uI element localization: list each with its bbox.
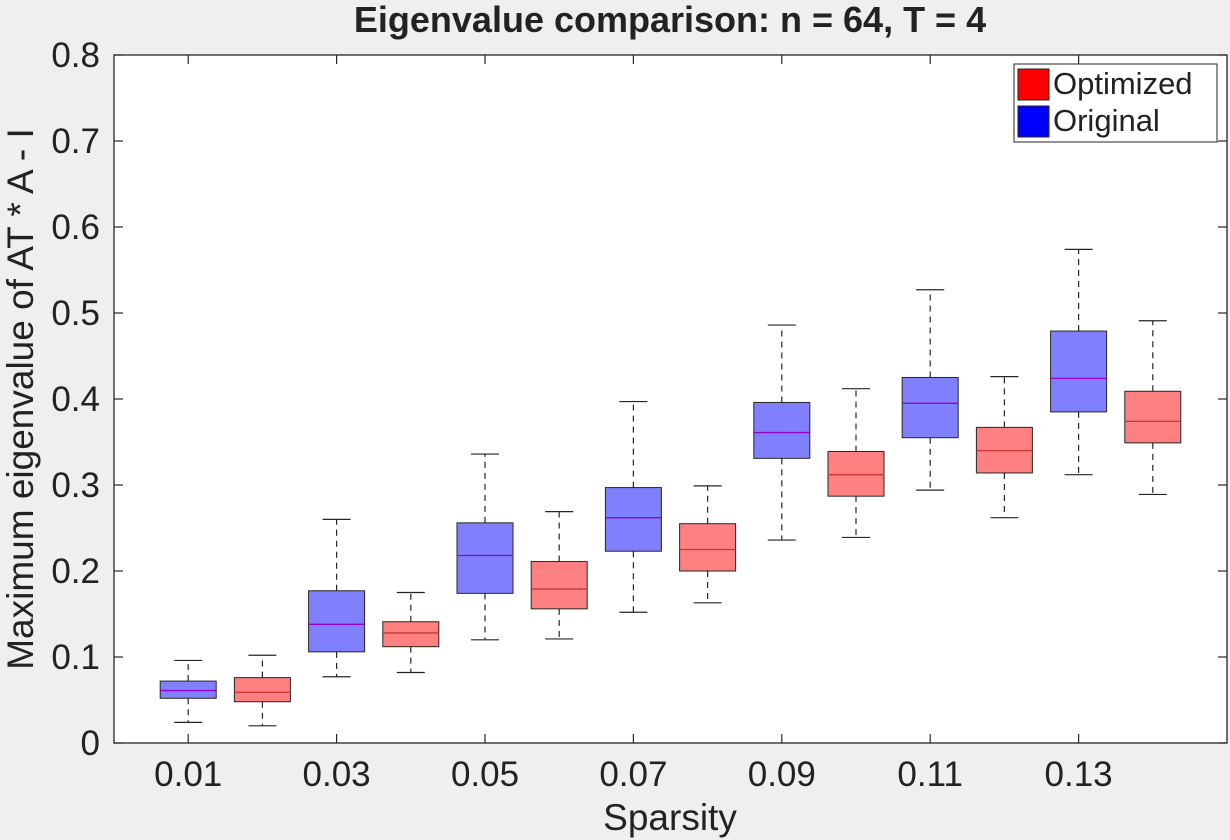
box-optimized [1124,320,1182,496]
x-tick-label: 0.01 [154,755,222,794]
iqr-box-optimized [233,677,291,703]
box-original [308,518,366,678]
iqr-box-original [753,401,811,459]
iqr-box-optimized [679,523,737,572]
iqr-box-original [1050,330,1108,413]
plot-frame [113,54,1228,744]
x-tick-label: 0.13 [1045,755,1113,794]
x-tick-label: 0.07 [599,755,667,794]
box-original [901,289,959,491]
legend-swatch-original [1017,105,1050,138]
y-tick-label: 0.6 [51,208,100,247]
legend: Optimized Original [1013,63,1218,143]
x-axis-tick-labels: 0.01 0.03 0.05 0.07 0.09 0.11 0.13 [154,755,1113,794]
iqr-box-optimized [827,450,885,497]
y-tick-label: 0 [81,724,100,763]
box-optimized [827,388,885,539]
x-tick-label: 0.03 [303,755,371,794]
iqr-box-optimized [530,561,588,610]
box-optimized [233,654,291,727]
legend-swatch-optimized [1017,68,1050,101]
y-axis-tick-labels: 0 0.1 0.2 0.3 0.4 0.5 0.6 0.7 0.8 [51,36,100,763]
legend-label-optimized: Optimized [1053,66,1193,101]
iqr-box-original [456,522,514,594]
y-tick-label: 0.2 [51,552,100,591]
x-tick-label: 0.11 [897,755,963,794]
y-tick-label: 0.8 [51,36,100,75]
iqr-box-original [159,680,217,699]
box-original [753,324,811,541]
box-optimized [975,376,1033,519]
y-tick-label: 0.5 [51,294,100,333]
box-original [159,659,217,723]
box-optimized [679,485,737,604]
y-axis-label: Maximum eigenvalue of AT * A - I [0,128,41,670]
iqr-box-optimized [1124,390,1182,444]
box-optimized [382,591,440,674]
box-optimized [530,511,588,640]
x-axis-label: Sparsity [603,797,737,838]
y-tick-label: 0.1 [51,638,100,677]
chart-title: Eigenvalue comparison: n = 64, T = 4 [354,0,986,40]
box-plots [159,248,1182,727]
x-tick-label: 0.09 [748,755,816,794]
box-original [1050,248,1108,476]
iqr-box-optimized [382,621,440,648]
iqr-box-original [308,590,366,653]
y-tick-label: 0.4 [51,380,100,419]
iqr-box-original [901,377,959,439]
plot-area [114,55,1227,743]
iqr-box-original [604,487,662,552]
legend-label-original: Original [1053,103,1160,138]
x-tick-label: 0.05 [451,755,519,794]
y-tick-label: 0.3 [51,466,100,505]
box-original [604,400,662,613]
y-tick-label: 0.7 [51,122,100,161]
box-original [456,453,514,641]
